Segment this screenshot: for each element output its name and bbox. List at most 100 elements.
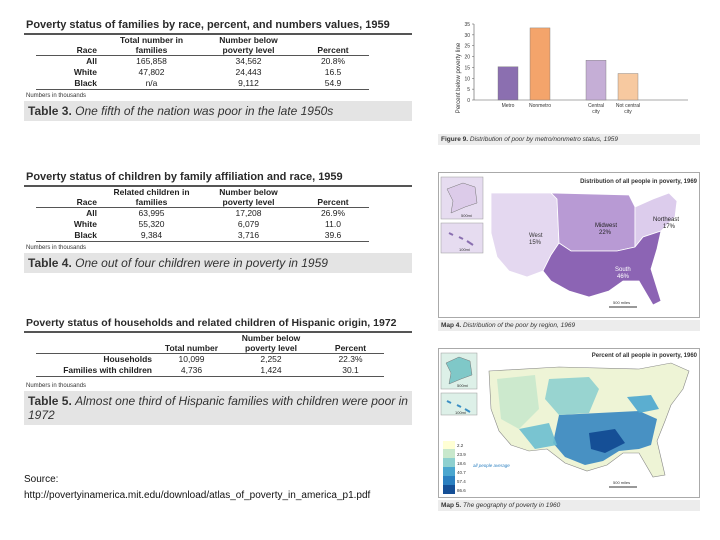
table5-cell: 10,099 <box>178 354 205 364</box>
poverty-mid-southwest <box>519 423 557 449</box>
map4-caption: Map 4. Distribution of the poor by regio… <box>438 320 700 331</box>
table5-header-total: Total number <box>158 333 225 354</box>
legend-swatch-4 <box>443 476 455 485</box>
table5-cell: 2,252 <box>260 354 282 364</box>
table4-cell: 63,995 <box>138 208 165 218</box>
table3-note: Numbers in thousands <box>26 93 87 99</box>
table4-cell: Black <box>36 230 103 242</box>
table-row: White 47,802 24,443 16.5 <box>36 67 369 78</box>
map5-legend: 2.2 23.9 18.6 40.7 57.4 86.6 all people … <box>443 441 510 494</box>
legend-value: 2.2 <box>457 443 464 448</box>
table3-panel: Poverty status of families by race, perc… <box>24 18 412 121</box>
map5-scale2: 100mi <box>455 410 466 415</box>
table3-cell: All <box>86 56 97 66</box>
x-tick-label: city <box>624 109 632 115</box>
table3-header-percent: Percent <box>297 35 369 56</box>
table4-cell: White <box>73 219 97 229</box>
table3-cell: 47,802 <box>138 67 165 77</box>
map4-caption-text: Distribution of the poor by region, 1969 <box>463 322 576 329</box>
alaska-shape <box>445 356 473 385</box>
table4-cell: 9,384 <box>103 230 200 242</box>
map4-scale1: 500mi <box>461 213 472 218</box>
poverty-low-west <box>497 375 539 429</box>
legend-note: all people average <box>473 463 510 468</box>
table-row: Households 10,099 2,252 22.3% <box>36 354 384 366</box>
x-tick-label: Nonmetro <box>529 103 551 109</box>
table5: Total number Number below poverty level … <box>36 333 384 377</box>
table4-caption-text: One out of four children were in poverty… <box>75 256 328 270</box>
map4-panel: 500mi 100mi Distribution of all people i… <box>438 172 700 336</box>
table3: Race Total number in families Number bel… <box>36 35 369 90</box>
legend-swatch-0 <box>443 441 455 449</box>
table3-cell: 54.9 <box>297 78 369 90</box>
map4-caption-label: Map 4. <box>441 322 462 329</box>
table5-title: Poverty status of households and related… <box>24 316 412 333</box>
figure9-caption: Figure 9. Distribution of poor by metro/… <box>438 134 700 145</box>
table3-cell: n/a <box>103 78 200 90</box>
table4-cell: All <box>86 208 97 218</box>
x-tick-label: Metro <box>502 103 515 109</box>
table5-cell: 4,736 <box>158 365 225 377</box>
figure9-chart: Percent below poverty line 0 5 10 15 20 25 30 3… <box>456 22 688 115</box>
poverty-mid-plains <box>545 377 599 415</box>
table4-cell: 17,208 <box>235 208 262 218</box>
hawaii-shape <box>448 232 474 246</box>
y-tick-label: 25 <box>464 44 470 50</box>
region-south-pct: 46% <box>617 274 630 280</box>
table5-caption: Table 5. Almost one third of Hispanic fa… <box>24 391 412 425</box>
y-tick-label: 0 <box>467 98 470 104</box>
table4-header-below: Number below poverty level <box>200 187 297 208</box>
table-row: All 165,858 34,562 20.8% <box>36 56 369 68</box>
table3-header-below: Number below poverty level <box>200 35 297 56</box>
table3-cell: 24,443 <box>235 67 262 77</box>
table-row: Families with children 4,736 1,424 30.1 <box>36 365 384 377</box>
hawaii-shape <box>446 400 471 413</box>
table4-caption: Table 4. One out of four children were i… <box>24 253 412 273</box>
map5-panel: 500mi 100mi Percent of all people in pov… <box>438 348 700 520</box>
bar-3 <box>617 73 639 101</box>
table-row: Black n/a 9,112 54.9 <box>36 78 369 90</box>
table4-panel: Poverty status of children by family aff… <box>24 170 412 273</box>
y-axis-label: Percent below poverty line <box>456 42 462 113</box>
map4-title: Distribution of all people in poverty, 1… <box>580 179 698 185</box>
region-northeast-label: Northeast <box>653 217 679 223</box>
table5-cell: Households <box>103 354 152 364</box>
bar-1 <box>529 27 551 101</box>
table5-caption-label: Table 5. <box>28 394 72 408</box>
legend-swatch-5 <box>443 485 455 494</box>
hawaii-inset <box>440 392 478 416</box>
table4-note: Numbers in thousands <box>26 245 87 251</box>
region-northeast-pct: 17% <box>663 224 676 230</box>
table3-title: Poverty status of families by race, perc… <box>24 18 412 35</box>
table3-caption-text: One fifth of the nation was poor in the … <box>75 104 334 118</box>
figure9-caption-label: Figure 9. <box>441 136 469 143</box>
region-west-pct: 15% <box>529 240 542 246</box>
map4-image: 500mi 100mi Distribution of all people i… <box>438 172 700 318</box>
table-row: White 55,320 6,079 11.0 <box>36 219 369 230</box>
table3-cell: 20.8% <box>320 56 346 66</box>
table3-cell: Black <box>36 78 103 90</box>
table5-header-below: Number below poverty level <box>225 333 317 354</box>
table4-title: Poverty status of children by family aff… <box>24 170 412 187</box>
y-tick-label: 15 <box>464 65 470 71</box>
table5-cell: 1,424 <box>225 365 317 377</box>
bar-0 <box>497 66 519 101</box>
legend-value: 57.4 <box>457 479 466 484</box>
table4-cell: 6,079 <box>237 219 260 229</box>
map5-caption: Map 5. The geography of poverty in 1960 <box>438 500 700 511</box>
legend-swatch-1 <box>443 449 455 458</box>
figure9-caption-text: Distribution of poor by metro/nonmetro s… <box>469 136 619 143</box>
source-label: Source: <box>24 474 59 485</box>
figure9-panel: Percent below poverty line 0 5 10 15 20 25 30 3… <box>438 18 700 148</box>
table3-cell: 165,858 <box>136 56 167 66</box>
table3-cell: White <box>73 67 97 77</box>
source-url[interactable]: http://povertyinamerica.mit.edu/download… <box>24 490 371 501</box>
y-tick-label: 35 <box>464 22 470 28</box>
table4-cell: 11.0 <box>325 219 341 229</box>
table3-caption: Table 3. One fifth of the nation was poo… <box>24 101 412 121</box>
table4-caption-label: Table 4. <box>28 256 72 270</box>
table4-cell: 39.6 <box>297 230 369 242</box>
table4-header-related: Related children in families <box>103 187 200 208</box>
y-tick-label: 5 <box>467 87 470 93</box>
y-tick-label: 30 <box>464 33 470 39</box>
